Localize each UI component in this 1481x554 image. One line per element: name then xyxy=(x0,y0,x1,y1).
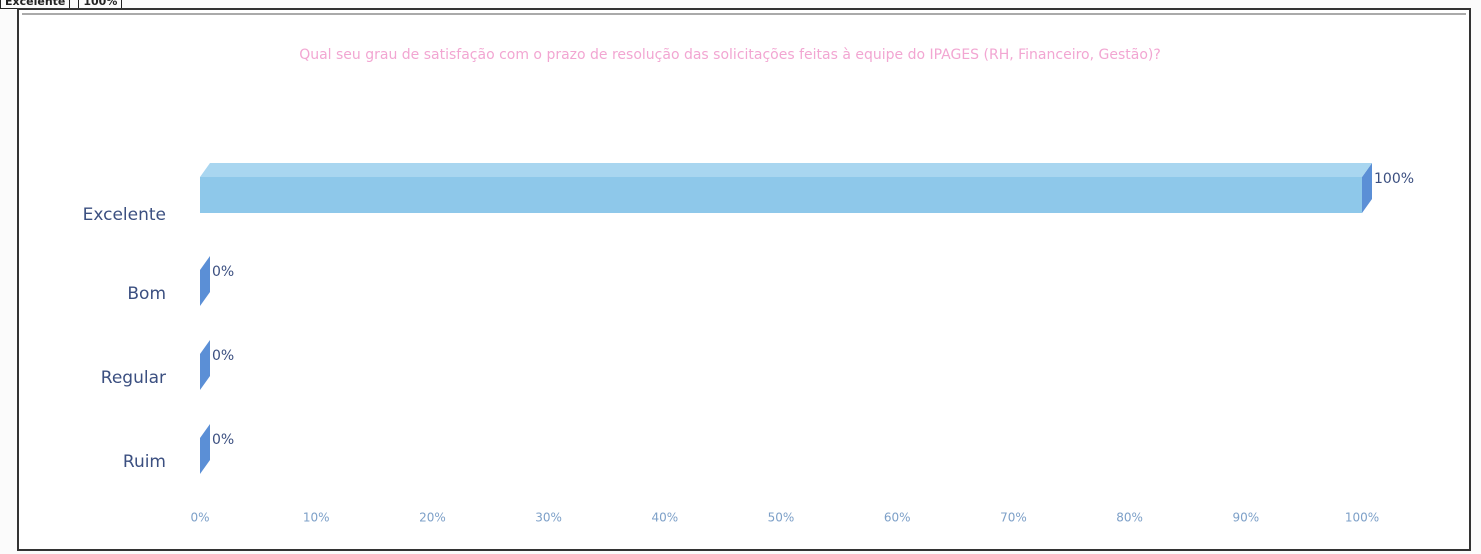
value-label: 100% xyxy=(1374,171,1414,187)
x-tick-label: 80% xyxy=(1116,511,1143,525)
y-tick-label: Bom xyxy=(127,284,166,304)
value-label: 0% xyxy=(212,432,234,448)
bar-depth xyxy=(1362,163,1372,213)
y-tick-label: Excelente xyxy=(83,205,166,225)
x-tick-label: 100% xyxy=(1345,511,1379,525)
bar-depth xyxy=(200,424,210,474)
value-label: 0% xyxy=(212,348,234,364)
x-tick-label: 50% xyxy=(768,511,795,525)
x-tick-label: 0% xyxy=(190,511,209,525)
y-tick-label: Regular xyxy=(101,368,166,388)
x-tick-label: 90% xyxy=(1232,511,1259,525)
x-tick-label: 30% xyxy=(535,511,562,525)
bar xyxy=(200,177,1362,213)
bar-depth xyxy=(200,256,210,306)
y-tick-label: Ruim xyxy=(123,452,166,472)
x-tick-label: 20% xyxy=(419,511,446,525)
x-tick-label: 10% xyxy=(303,511,330,525)
chart-frame xyxy=(17,8,1471,551)
chart-title: Qual seu grau de satisfação com o prazo … xyxy=(299,47,1161,63)
x-tick-label: 70% xyxy=(1000,511,1027,525)
bar-top xyxy=(200,163,1372,177)
x-tick-label: 60% xyxy=(884,511,911,525)
x-tick-label: 40% xyxy=(651,511,678,525)
value-label: 0% xyxy=(212,264,234,280)
bar-depth xyxy=(200,340,210,390)
